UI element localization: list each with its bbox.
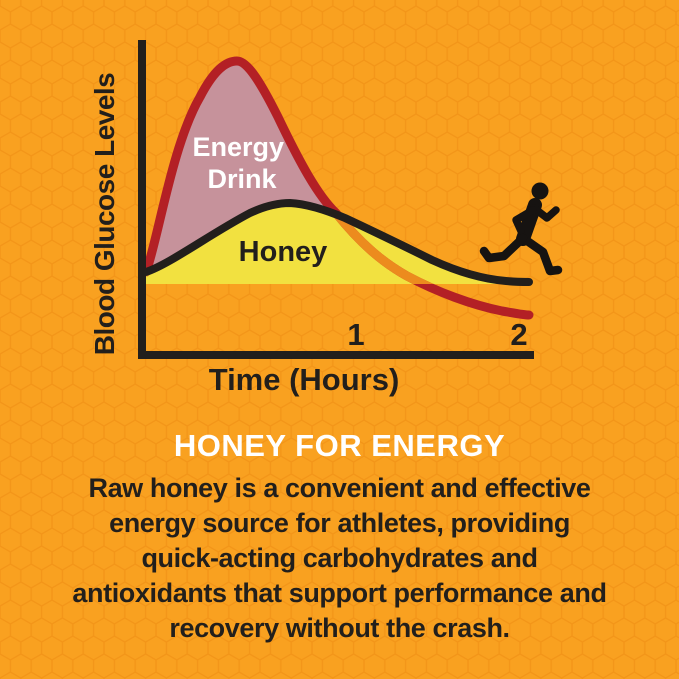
energy-drink-curve — [141, 56, 534, 320]
tick-label-2: 2 — [510, 317, 527, 352]
honey-label: Honey — [239, 236, 328, 268]
runner-icon — [479, 182, 563, 276]
page-title: HONEY FOR ENERGY — [173, 428, 506, 463]
runner-back-leg — [479, 233, 528, 263]
body-paragraph: Raw honey is a convenient and effective … — [72, 473, 607, 643]
runner-front-arm — [530, 204, 560, 222]
energy-drink-label-line2: Drink — [207, 164, 277, 194]
energy-drink-label-line1: Energy — [192, 132, 284, 162]
honey-curve — [142, 198, 533, 286]
runner-head — [531, 182, 549, 200]
y-axis-label: Blood Glucose Levels — [89, 73, 120, 356]
x-axis-label: Time (Hours) — [209, 362, 400, 397]
runner-back-arm — [512, 206, 537, 235]
runner-front-leg — [518, 233, 563, 276]
energy-drink-label: Energy Drink — [192, 132, 291, 194]
tick-label-1: 1 — [347, 317, 364, 352]
